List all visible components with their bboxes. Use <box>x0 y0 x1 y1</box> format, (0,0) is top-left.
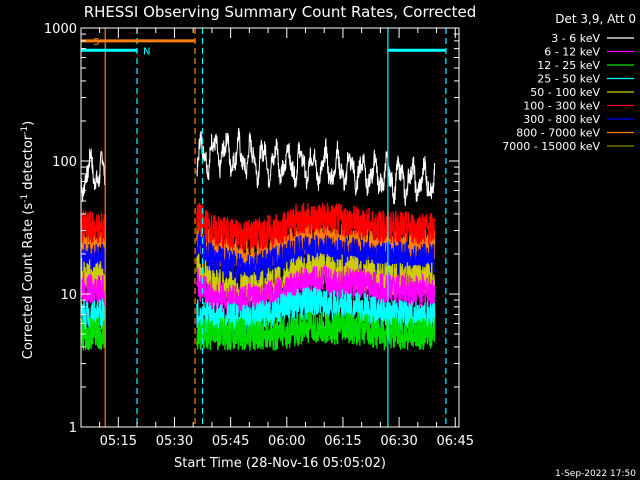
plot-traces <box>80 127 436 351</box>
legend-entry-label: 12 - 25 keV <box>537 59 600 72</box>
y-axis-label-part: ) <box>21 121 36 126</box>
trace-100-300- <box>196 202 436 251</box>
trace-3-6- <box>80 148 106 202</box>
y-axis-label-part: detector <box>21 134 36 194</box>
trace-100-300- <box>80 210 106 244</box>
y-tick-label: 10 <box>60 288 77 303</box>
legend-header: Det 3,9, Att 0 <box>555 12 636 26</box>
x-tick-label: 06:00 <box>268 434 305 449</box>
footer-timestamp: 1-Sep-2022 17:50 <box>555 469 636 479</box>
trace-3-6- <box>196 127 436 206</box>
x-tick-label: 05:30 <box>156 434 193 449</box>
legend-entry-label: 3 - 6 keV <box>551 32 600 45</box>
x-tick-label: 06:30 <box>380 434 417 449</box>
x-tick-label: 06:15 <box>324 434 361 449</box>
y-tick-label: 1000 <box>44 22 77 37</box>
trace-25-50- <box>196 286 436 336</box>
x-axis-label: Start Time (28-Nov-16 05:05:02) <box>174 456 386 471</box>
legend-entry-label: 6 - 12 keV <box>544 46 600 59</box>
y-tick-label: 100 <box>52 155 77 170</box>
legend-entry-label: 800 - 7000 keV <box>516 127 600 140</box>
y-axis-label: Corrected Count Rate (s-1 detector-1) <box>20 121 36 359</box>
time-markers <box>104 28 447 427</box>
trace-6-12- <box>80 272 106 307</box>
legend-entry-label: 25 - 50 keV <box>537 73 600 86</box>
legend-entry-label: 100 - 300 keV <box>523 100 600 113</box>
flag-bars: SN <box>81 37 446 57</box>
x-tick-label: 05:15 <box>100 434 137 449</box>
flag-bar-label: N <box>143 46 150 57</box>
trace-12-25- <box>196 311 436 351</box>
y-axis-label-part: -1 <box>20 126 30 135</box>
chart-title: RHESSI Observing Summary Count Rates, Co… <box>84 3 477 21</box>
x-tick-label: 05:45 <box>212 434 249 449</box>
legend-entry-label: 50 - 100 keV <box>530 86 600 99</box>
y-axis: 1 10 100 1000 <box>44 22 459 436</box>
y-tick-label: 1 <box>69 421 77 436</box>
y-axis-label-part: Corrected Count Rate (s <box>21 203 36 360</box>
flag-bar-label: S <box>93 37 99 48</box>
x-axis: 05:15 05:30 05:45 06:00 06:15 06:30 06:45 <box>99 28 474 449</box>
plot-frame <box>80 27 460 428</box>
y-axis-label-part: -1 <box>20 194 30 203</box>
legend-entry-label: 7000 - 15000 keV <box>502 140 600 153</box>
legend-entry-label: 300 - 800 keV <box>523 113 600 126</box>
x-tick-label: 06:45 <box>437 434 474 449</box>
